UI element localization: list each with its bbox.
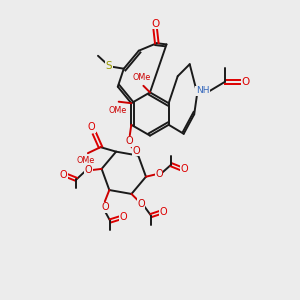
Text: NH: NH: [196, 86, 209, 95]
Text: O: O: [242, 77, 250, 87]
Text: O: O: [120, 212, 127, 222]
Text: O: O: [101, 202, 109, 212]
Text: OMe: OMe: [108, 106, 126, 115]
Text: O: O: [160, 207, 167, 217]
Text: OMe: OMe: [77, 156, 95, 165]
Text: OMe: OMe: [133, 73, 151, 82]
Text: O: O: [88, 122, 95, 132]
Text: O: O: [155, 169, 163, 179]
Text: O: O: [85, 165, 92, 175]
Text: O: O: [137, 199, 145, 208]
Text: O: O: [151, 19, 159, 29]
Text: O: O: [126, 136, 134, 146]
Text: O: O: [60, 170, 67, 180]
Text: O: O: [180, 164, 188, 174]
Text: O: O: [132, 146, 140, 156]
Text: S: S: [106, 61, 112, 71]
